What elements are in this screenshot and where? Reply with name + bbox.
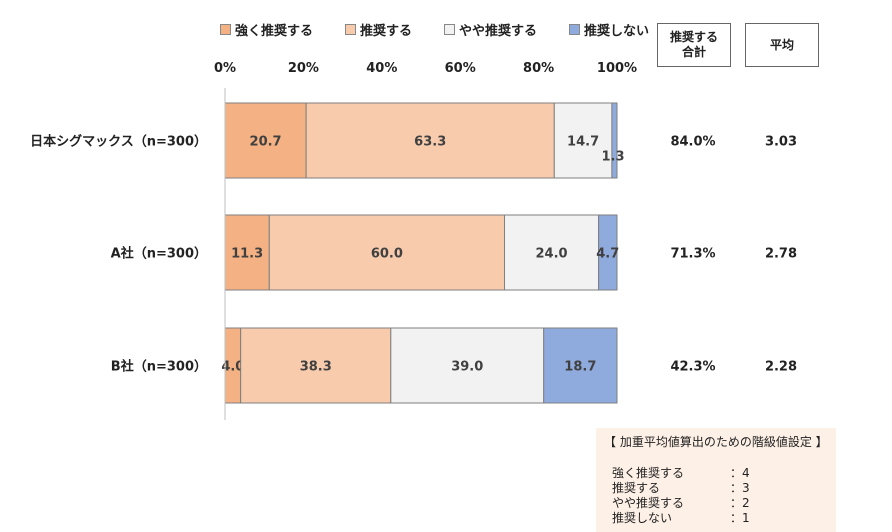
bar-segment [553, 102, 613, 179]
data-label: 4.7 [596, 247, 619, 262]
bar-segment [240, 327, 392, 404]
legend-label: 推奨しない [584, 24, 650, 39]
bar-segment [268, 214, 505, 291]
recommend-total-value: 71.3% [670, 247, 715, 262]
data-label: 14.7 [567, 135, 599, 150]
bar-segment [305, 102, 555, 179]
legend-item-strongly-recommend: 強く推奨する [220, 20, 313, 39]
data-label: 38.3 [300, 360, 332, 375]
header-recommend-total: 推奨する 合計 [657, 23, 731, 67]
legend: 強く推奨する 推奨する やや推奨する 推奨しない [220, 20, 649, 39]
x-tick-label: 60% [445, 61, 476, 76]
header-recommend-line1: 推奨する [669, 30, 718, 44]
data-label: 20.7 [250, 135, 282, 150]
legend-swatch-strongly-recommend [220, 24, 231, 35]
average-value: 2.28 [765, 360, 797, 375]
legend-swatch-not-recommend [569, 24, 581, 35]
note-row-label: 推奨しない [612, 511, 673, 525]
recommend-total-value: 42.3% [670, 360, 715, 375]
bar-segment [224, 102, 307, 179]
legend-label: 強く推奨する [235, 24, 314, 39]
legend-item-somewhat-recommend: やや推奨する [444, 20, 537, 39]
legend-swatch-recommend [345, 24, 357, 35]
x-tick-label: 0% [214, 61, 236, 76]
category-label: B社（n=300） [111, 359, 207, 375]
header-average: 平均 [745, 23, 819, 67]
data-label: 63.3 [414, 135, 446, 150]
average-value: 2.78 [765, 247, 797, 262]
note-row-value: ：2 [730, 496, 750, 510]
data-label: 4.0 [221, 360, 244, 375]
legend-label: 推奨する [360, 24, 413, 39]
bar-segment [543, 327, 618, 404]
note-row-label: やや推奨する [612, 496, 685, 510]
data-label: 18.7 [564, 360, 596, 375]
bar-segment [598, 214, 618, 291]
legend-swatch-somewhat-recommend [444, 24, 456, 35]
data-label: 11.3 [231, 247, 263, 262]
x-tick-label: 40% [366, 61, 397, 76]
header-average-label: 平均 [769, 37, 794, 52]
legend-label: やや推奨する [459, 24, 538, 39]
data-label: 24.0 [535, 247, 567, 262]
data-label: 60.0 [371, 247, 403, 262]
recommend-total-value: 84.0% [670, 135, 715, 150]
note-row-value: ：4 [730, 466, 750, 480]
legend-item-recommend: 推奨する [345, 20, 412, 39]
average-value: 3.03 [765, 135, 797, 150]
note-row-value: ：3 [730, 481, 750, 495]
note-title: 【 加重平均値算出のための階級値設定 】 [604, 435, 828, 449]
note-row-value: ：1 [730, 511, 750, 525]
note-row-label: 強く推奨する [612, 466, 685, 480]
x-tick-label: 20% [288, 61, 319, 76]
x-tick-label: 100% [597, 61, 637, 76]
legend-item-not-recommend: 推奨しない [569, 20, 649, 39]
bar-segment [224, 214, 270, 291]
x-tick-label: 80% [523, 61, 554, 76]
category-label: A社（n=300） [111, 246, 207, 262]
category-label: 日本シグマックス（n=300） [30, 134, 207, 150]
note-row-label: 推奨する [612, 481, 661, 495]
bar-segment [503, 214, 600, 291]
class-value-note: 【 加重平均値算出のための階級値設定 】 強く推奨する ：4 推奨する ：3 や… [596, 428, 836, 532]
bar-segment [611, 102, 618, 179]
data-label: 39.0 [451, 360, 483, 375]
data-label: 1.3 [601, 150, 624, 165]
header-recommend-line2: 合計 [681, 45, 706, 59]
bar-segment [390, 327, 545, 404]
